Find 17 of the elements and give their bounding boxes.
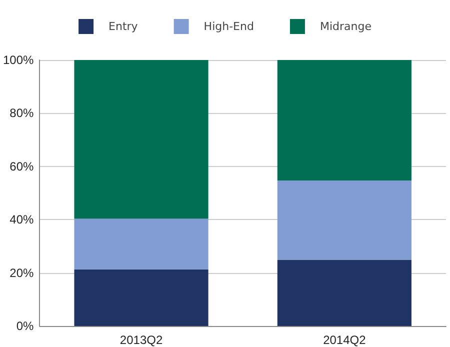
bar — [277, 180, 412, 260]
legend-label: High-End — [204, 20, 254, 33]
legend-label: Entry — [108, 20, 138, 33]
bar — [277, 260, 412, 326]
bar — [277, 60, 412, 180]
x-tick-label: 2014Q2 — [323, 333, 366, 347]
bar — [74, 60, 208, 219]
y-tick-label: 0% — [16, 319, 34, 333]
x-tick-label: 2013Q2 — [120, 333, 163, 347]
y-tick-label: 60% — [10, 159, 34, 174]
y-tick-label: 40% — [10, 212, 34, 227]
legend-label: Midrange — [320, 20, 372, 33]
y-tick-label: 100% — [2, 53, 34, 67]
y-tick-label: 20% — [10, 266, 34, 280]
bar — [74, 218, 208, 270]
bar — [74, 269, 208, 326]
y-tick-label: 80% — [10, 106, 34, 120]
